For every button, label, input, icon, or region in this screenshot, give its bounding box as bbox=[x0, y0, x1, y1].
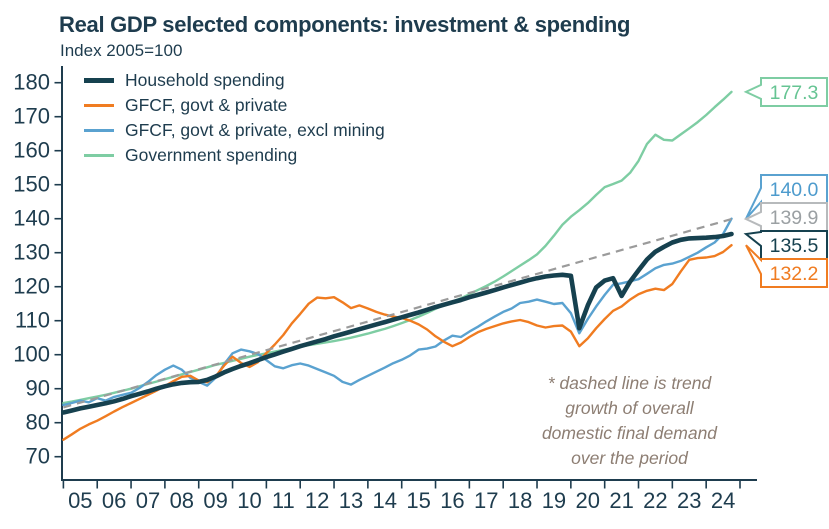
legend: Household spending GFCF, govt & private … bbox=[84, 68, 385, 168]
legend-item-gfcf: GFCF, govt & private bbox=[84, 93, 385, 118]
y-tick-label: 80 bbox=[26, 410, 50, 435]
callout-box-139.9 bbox=[743, 202, 828, 232]
legend-label-gfcf: GFCF, govt & private bbox=[125, 95, 288, 115]
x-tick-label: 07 bbox=[136, 488, 160, 513]
x-tick-label: 05 bbox=[68, 488, 92, 513]
chart-subtitle: Index 2005=100 bbox=[60, 41, 183, 60]
x-tick-label: 16 bbox=[440, 488, 464, 513]
callout-value-177.3: 177.3 bbox=[770, 82, 819, 104]
y-tick-label: 150 bbox=[13, 172, 50, 197]
y-tick-label: 180 bbox=[13, 70, 50, 95]
series-line-gfcf-excl-mining bbox=[62, 217, 733, 407]
x-tick-label: 15 bbox=[406, 488, 430, 513]
x-tick-label: 12 bbox=[305, 488, 329, 513]
callout-value-132.2: 132.2 bbox=[770, 263, 819, 285]
y-tick-label: 70 bbox=[26, 444, 50, 469]
x-tick-label: 24 bbox=[711, 488, 735, 513]
annotation-line-2: growth of overall bbox=[565, 398, 694, 418]
legend-swatch-government bbox=[84, 154, 114, 157]
series-line-household-spending bbox=[61, 231, 734, 415]
x-tick-label: 18 bbox=[508, 488, 532, 513]
y-tick-label: 110 bbox=[15, 308, 50, 333]
callout-value-135.5: 135.5 bbox=[770, 235, 819, 257]
trend-line bbox=[63, 217, 732, 409]
legend-swatch-gfcf bbox=[84, 104, 114, 107]
legend-label-household: Household spending bbox=[125, 70, 285, 90]
annotation-line-1: * dashed line is trend bbox=[547, 373, 712, 393]
x-tick-label: 14 bbox=[373, 488, 397, 513]
legend-item-gfcf-excl-mining: GFCF, govt & private, excl mining bbox=[84, 118, 385, 143]
chart-title: Real GDP selected components: investment… bbox=[59, 12, 631, 37]
y-tick-label: 130 bbox=[13, 240, 50, 265]
callout-value-139.9: 139.9 bbox=[770, 207, 819, 229]
callout-box-177.3 bbox=[743, 77, 828, 107]
y-tick-label: 160 bbox=[13, 138, 50, 163]
x-tick-label: 23 bbox=[677, 488, 701, 513]
legend-item-household: Household spending bbox=[84, 68, 385, 93]
x-tick-label: 19 bbox=[542, 488, 566, 513]
x-tick-label: 06 bbox=[102, 488, 126, 513]
y-tick-label: 170 bbox=[13, 104, 50, 129]
legend-label-gfcf-excl-mining: GFCF, govt & private, excl mining bbox=[125, 120, 385, 140]
legend-swatch-gfcf-excl-mining bbox=[84, 129, 114, 132]
annotation-line-3: domestic final demand bbox=[541, 423, 718, 443]
y-tick-label: 140 bbox=[13, 206, 50, 231]
callout-box-132.2 bbox=[745, 244, 828, 288]
x-tick-label: 21 bbox=[609, 488, 633, 513]
x-tick-label: 09 bbox=[203, 488, 227, 513]
legend-label-government: Government spending bbox=[125, 145, 298, 165]
callout-value-140.0: 140.0 bbox=[770, 179, 819, 201]
y-tick-label: 120 bbox=[13, 274, 50, 299]
y-tick-label: 100 bbox=[13, 342, 50, 367]
x-tick-label: 17 bbox=[474, 488, 498, 513]
x-tick-label: 22 bbox=[643, 488, 667, 513]
callout-box-135.5 bbox=[743, 230, 828, 260]
annotation-line-4: over the period bbox=[571, 448, 688, 468]
y-tick-label: 90 bbox=[26, 376, 50, 401]
x-tick-label: 08 bbox=[170, 488, 194, 513]
x-tick-label: 20 bbox=[576, 488, 600, 513]
legend-item-government: Government spending bbox=[84, 143, 385, 168]
legend-swatch-household bbox=[84, 77, 114, 84]
trend-annotation: * dashed line is trend growth of overall… bbox=[492, 371, 767, 471]
x-tick-label: 10 bbox=[237, 488, 261, 513]
x-tick-label: 13 bbox=[339, 488, 363, 513]
x-tick-label: 11 bbox=[272, 488, 295, 513]
